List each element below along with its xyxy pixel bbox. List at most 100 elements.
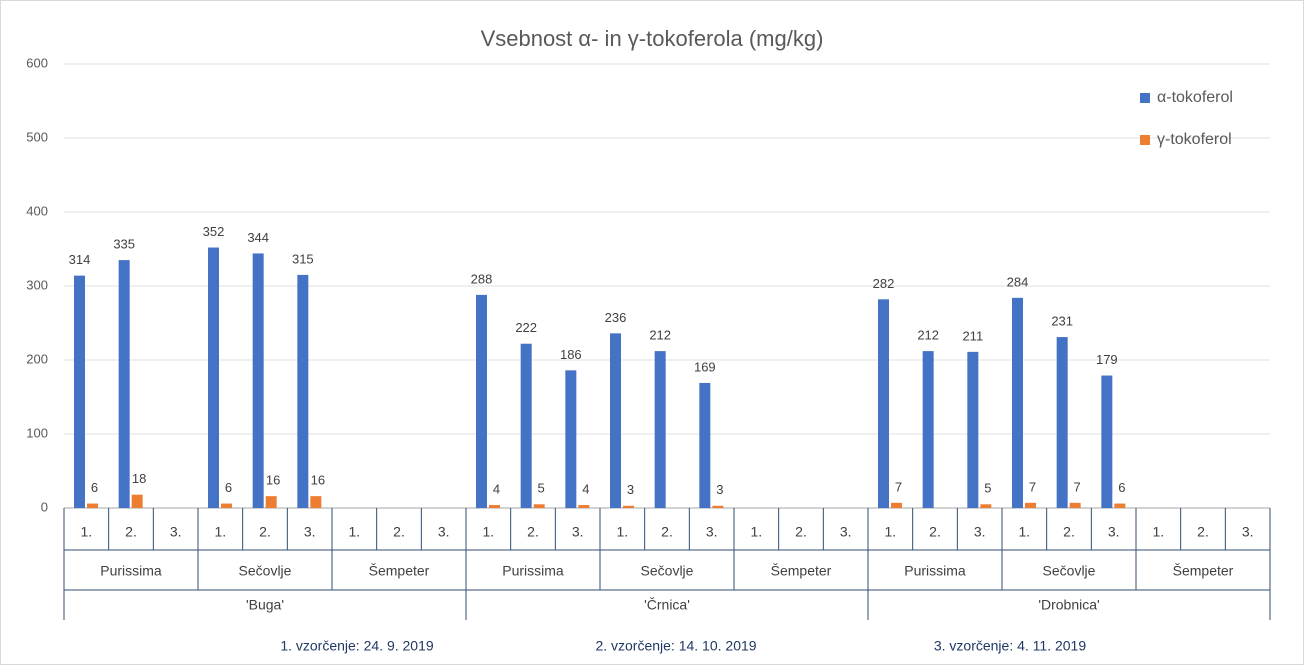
bar xyxy=(565,370,577,508)
bar xyxy=(623,505,634,508)
x-tick-label: 1. xyxy=(348,524,360,540)
bar xyxy=(699,382,711,508)
y-tick-label: 500 xyxy=(26,129,48,144)
bar xyxy=(1056,337,1068,508)
data-label: 314 xyxy=(69,252,91,267)
note: 3. vzorčenje: 4. 11. 2019 xyxy=(934,638,1086,654)
data-label: 6 xyxy=(91,480,98,495)
y-tick-label: 300 xyxy=(26,277,48,292)
data-label: 282 xyxy=(873,276,895,291)
bar xyxy=(980,504,992,508)
x-tick-label: 1. xyxy=(482,524,494,540)
bar xyxy=(891,502,902,508)
y-tick-label: 400 xyxy=(26,203,48,218)
data-label: 212 xyxy=(917,328,939,343)
legend-label: γ-tokoferol xyxy=(1157,131,1232,148)
bar xyxy=(265,496,277,508)
x-tick-label: 2. xyxy=(125,524,137,540)
bar xyxy=(610,333,621,508)
group-label: Šempeter xyxy=(771,563,832,579)
data-label: 231 xyxy=(1051,313,1073,328)
data-label: 5 xyxy=(984,481,991,496)
group-label: Purissima xyxy=(904,563,966,579)
data-label: 212 xyxy=(649,328,671,343)
data-label: 186 xyxy=(560,347,582,362)
x-tick-label: 2. xyxy=(259,524,271,540)
x-tick-label: 2. xyxy=(393,524,405,540)
bar xyxy=(654,351,666,508)
x-tick-label: 1. xyxy=(750,524,762,540)
x-tick-label: 1. xyxy=(884,524,896,540)
bar xyxy=(1069,502,1081,508)
data-label: 3 xyxy=(627,482,634,497)
x-tick-label: 3. xyxy=(706,524,718,540)
data-label: 3 xyxy=(716,482,723,497)
x-tick-label: 1. xyxy=(616,524,628,540)
data-label: 4 xyxy=(582,481,589,496)
data-label: 169 xyxy=(694,359,716,374)
x-tick-label: 3. xyxy=(1242,524,1254,540)
x-tick-label: 3. xyxy=(572,524,584,540)
bar xyxy=(578,505,590,508)
group-label: Sečovlje xyxy=(641,563,694,579)
bar xyxy=(297,274,309,508)
data-label: 4 xyxy=(493,481,500,496)
bar xyxy=(712,505,724,508)
supergroup-label: 'Črnica' xyxy=(644,597,690,613)
data-label: 16 xyxy=(311,473,325,488)
data-label: 7 xyxy=(1029,479,1036,494)
supergroup-label: 'Buga' xyxy=(246,597,284,613)
note: 2. vzorčenje: 14. 10. 2019 xyxy=(595,638,756,654)
x-tick-label: 3. xyxy=(840,524,852,540)
data-label: 335 xyxy=(113,237,135,252)
group-label: Purissima xyxy=(100,563,162,579)
data-label: 288 xyxy=(471,271,493,286)
legend-label: α-tokoferol xyxy=(1157,89,1233,106)
legend-swatch xyxy=(1140,135,1150,145)
data-label: 284 xyxy=(1007,274,1029,289)
data-label: 5 xyxy=(538,481,545,496)
data-label: 211 xyxy=(962,328,983,343)
data-label: 7 xyxy=(1074,479,1081,494)
data-label: 16 xyxy=(266,473,280,488)
data-label: 6 xyxy=(1118,480,1125,495)
bar xyxy=(922,351,934,508)
group-label: Šempeter xyxy=(369,563,430,579)
note: 1. vzorčenje: 24. 9. 2019 xyxy=(280,638,434,654)
x-tick-label: 2. xyxy=(661,524,673,540)
x-tick-label: 3. xyxy=(304,524,316,540)
x-tick-label: 2. xyxy=(1197,524,1209,540)
group-label: Šempeter xyxy=(1173,563,1234,579)
x-tick-label: 1. xyxy=(1018,524,1030,540)
y-tick-label: 600 xyxy=(26,55,48,70)
data-label: 222 xyxy=(515,320,537,335)
x-tick-label: 2. xyxy=(527,524,539,540)
x-tick-label: 2. xyxy=(1063,524,1075,540)
data-label: 179 xyxy=(1096,352,1118,367)
bar xyxy=(221,503,232,508)
data-label: 352 xyxy=(203,224,225,239)
x-tick-label: 1. xyxy=(1152,524,1164,540)
bar xyxy=(87,503,98,508)
bar xyxy=(74,275,85,508)
supergroup-label: 'Drobnica' xyxy=(1038,597,1099,613)
x-tick-label: 2. xyxy=(795,524,807,540)
x-tick-label: 1. xyxy=(214,524,226,540)
bar xyxy=(1101,375,1113,508)
bar xyxy=(252,253,264,508)
data-label: 18 xyxy=(132,471,146,486)
x-tick-label: 3. xyxy=(170,524,182,540)
bar xyxy=(1114,503,1126,508)
bar xyxy=(1025,502,1036,508)
y-tick-label: 200 xyxy=(26,351,48,366)
chart-title: Vsebnost α- in γ-tokoferola (mg/kg) xyxy=(481,26,824,51)
x-tick-label: 3. xyxy=(974,524,986,540)
data-label: 344 xyxy=(247,230,269,245)
group-label: Purissima xyxy=(502,563,564,579)
bar xyxy=(208,247,219,508)
group-label: Sečovlje xyxy=(1043,563,1096,579)
bar xyxy=(878,299,889,508)
y-tick-label: 0 xyxy=(41,499,48,514)
group-label: Sečovlje xyxy=(239,563,292,579)
